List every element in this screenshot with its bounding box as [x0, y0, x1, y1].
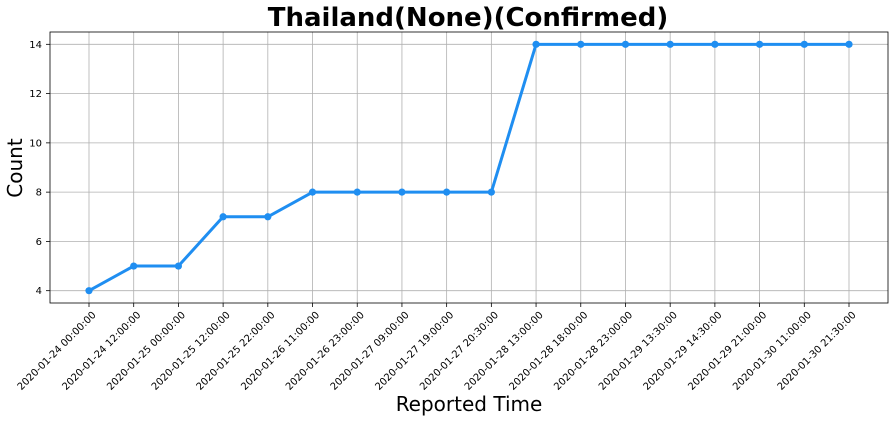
- data-point: [711, 40, 719, 48]
- x-tick-label: 2020-01-24 00:00:00: [16, 310, 99, 393]
- data-point: [577, 40, 585, 48]
- x-tick-label: 2020-01-29 21:00:00: [686, 310, 769, 393]
- data-point: [353, 188, 361, 196]
- y-tick-label: 10: [29, 138, 42, 149]
- data-point: [845, 40, 853, 48]
- data-point: [755, 40, 764, 48]
- x-tick-label: 2020-01-25 12:00:00: [150, 310, 233, 393]
- data-point: [532, 40, 540, 48]
- x-tick-label: 2020-01-24 12:00:00: [60, 310, 143, 393]
- chart-title: Thailand(None)(Confirmed): [268, 3, 668, 33]
- series-line: [87, 42, 851, 293]
- data-point: [308, 188, 317, 196]
- x-tick-label: 2020-01-28 18:00:00: [508, 310, 591, 393]
- x-tick-label: 2020-01-29 14:30:00: [642, 310, 725, 393]
- x-tick-label: 2020-01-30 11:00:00: [731, 310, 814, 393]
- x-tick-label: 2020-01-27 09:00:00: [329, 310, 412, 393]
- x-tick-label: 2020-01-30 21:30:00: [776, 310, 859, 393]
- x-tick-label: 2020-01-25 00:00:00: [105, 310, 188, 393]
- x-tick-label: 2020-01-25 22:00:00: [195, 310, 278, 393]
- data-point: [85, 287, 93, 295]
- data-point: [621, 40, 630, 48]
- x-axis-label: Reported Time: [396, 392, 543, 416]
- y-tick-label: 12: [29, 89, 42, 100]
- data-point: [398, 188, 406, 196]
- x-tick-label: 2020-01-26 23:00:00: [284, 310, 367, 393]
- grid: [50, 32, 888, 303]
- y-tick-label: 6: [36, 237, 42, 248]
- data-point: [443, 188, 451, 196]
- series: [85, 40, 853, 295]
- plot-frame: [49, 31, 889, 304]
- data-point: [219, 213, 227, 221]
- x-tick-label: 2020-01-28 23:00:00: [552, 310, 635, 393]
- x-tick-label: 2020-01-26 11:00:00: [239, 310, 322, 393]
- y-axis-label: Count: [3, 138, 27, 198]
- x-tick-label: 2020-01-28 13:00:00: [463, 310, 546, 393]
- x-tick-label: 2020-01-27 19:00:00: [373, 310, 456, 393]
- data-point: [487, 188, 495, 196]
- data-point: [264, 213, 272, 221]
- x-tick-label: 2020-01-29 13:30:00: [597, 310, 680, 393]
- data-point: [130, 262, 138, 270]
- data-point: [666, 40, 674, 48]
- y-tick-label: 8: [36, 188, 42, 199]
- y-tick-label: 14: [29, 40, 42, 51]
- data-point: [174, 262, 183, 270]
- data-point: [800, 40, 808, 48]
- x-tick-label: 2020-01-27 20:30:00: [418, 310, 501, 393]
- y-tick-label: 4: [36, 286, 42, 297]
